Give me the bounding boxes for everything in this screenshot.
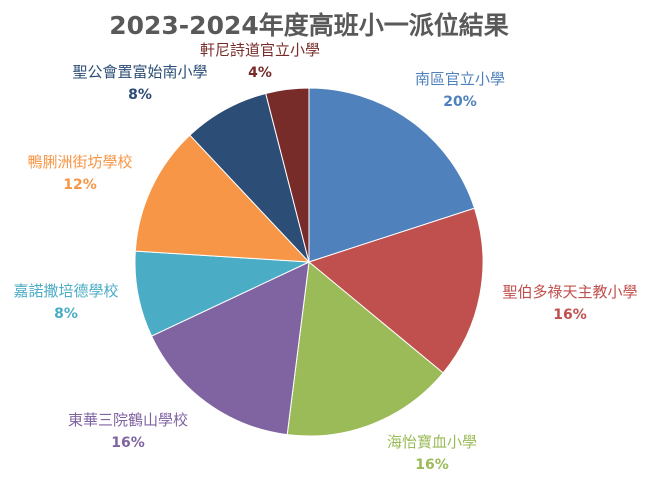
pie-slice (134, 134, 311, 263)
slice-percent-label: 12% (63, 177, 97, 193)
slice-label: 東華三院鶴山學校 (68, 411, 188, 429)
slice-label: 聖公會置富始南小學 (72, 63, 207, 81)
pie-slice (308, 87, 476, 263)
pie-slice (150, 261, 310, 436)
pie-slices (134, 87, 484, 437)
data-labels: 南區官立小學 20% 聖伯多祿天主教小學 16% 海怡寶血小學 16% 東華三院鶴山學校 16… (13, 41, 637, 473)
slice-percent-label: 8% (128, 87, 152, 103)
slice-percent-label: 16% (553, 307, 587, 323)
pie-slice (265, 87, 310, 263)
slice-label: 軒尼詩道官立小學 (200, 41, 320, 59)
slice-percent-label: 16% (415, 457, 449, 473)
slice-percent-label: 4% (248, 65, 272, 81)
slice-label: 南區官立小學 (415, 70, 505, 88)
slice-label: 鴨脷洲街坊學校 (27, 153, 132, 171)
slice-label: 嘉諾撒培德學校 (13, 282, 118, 300)
slice-label: 聖伯多祿天主教小學 (502, 283, 637, 301)
slice-percent-label: 20% (443, 94, 477, 110)
pie-slice (307, 207, 484, 374)
slice-percent-label: 16% (111, 435, 145, 451)
slice-percent-label: 8% (54, 306, 78, 322)
chart-title: 2023-2024年度高班小一派位結果 (109, 11, 509, 40)
slice-label: 海怡寶血小學 (387, 433, 477, 451)
pie-slice (286, 261, 444, 437)
